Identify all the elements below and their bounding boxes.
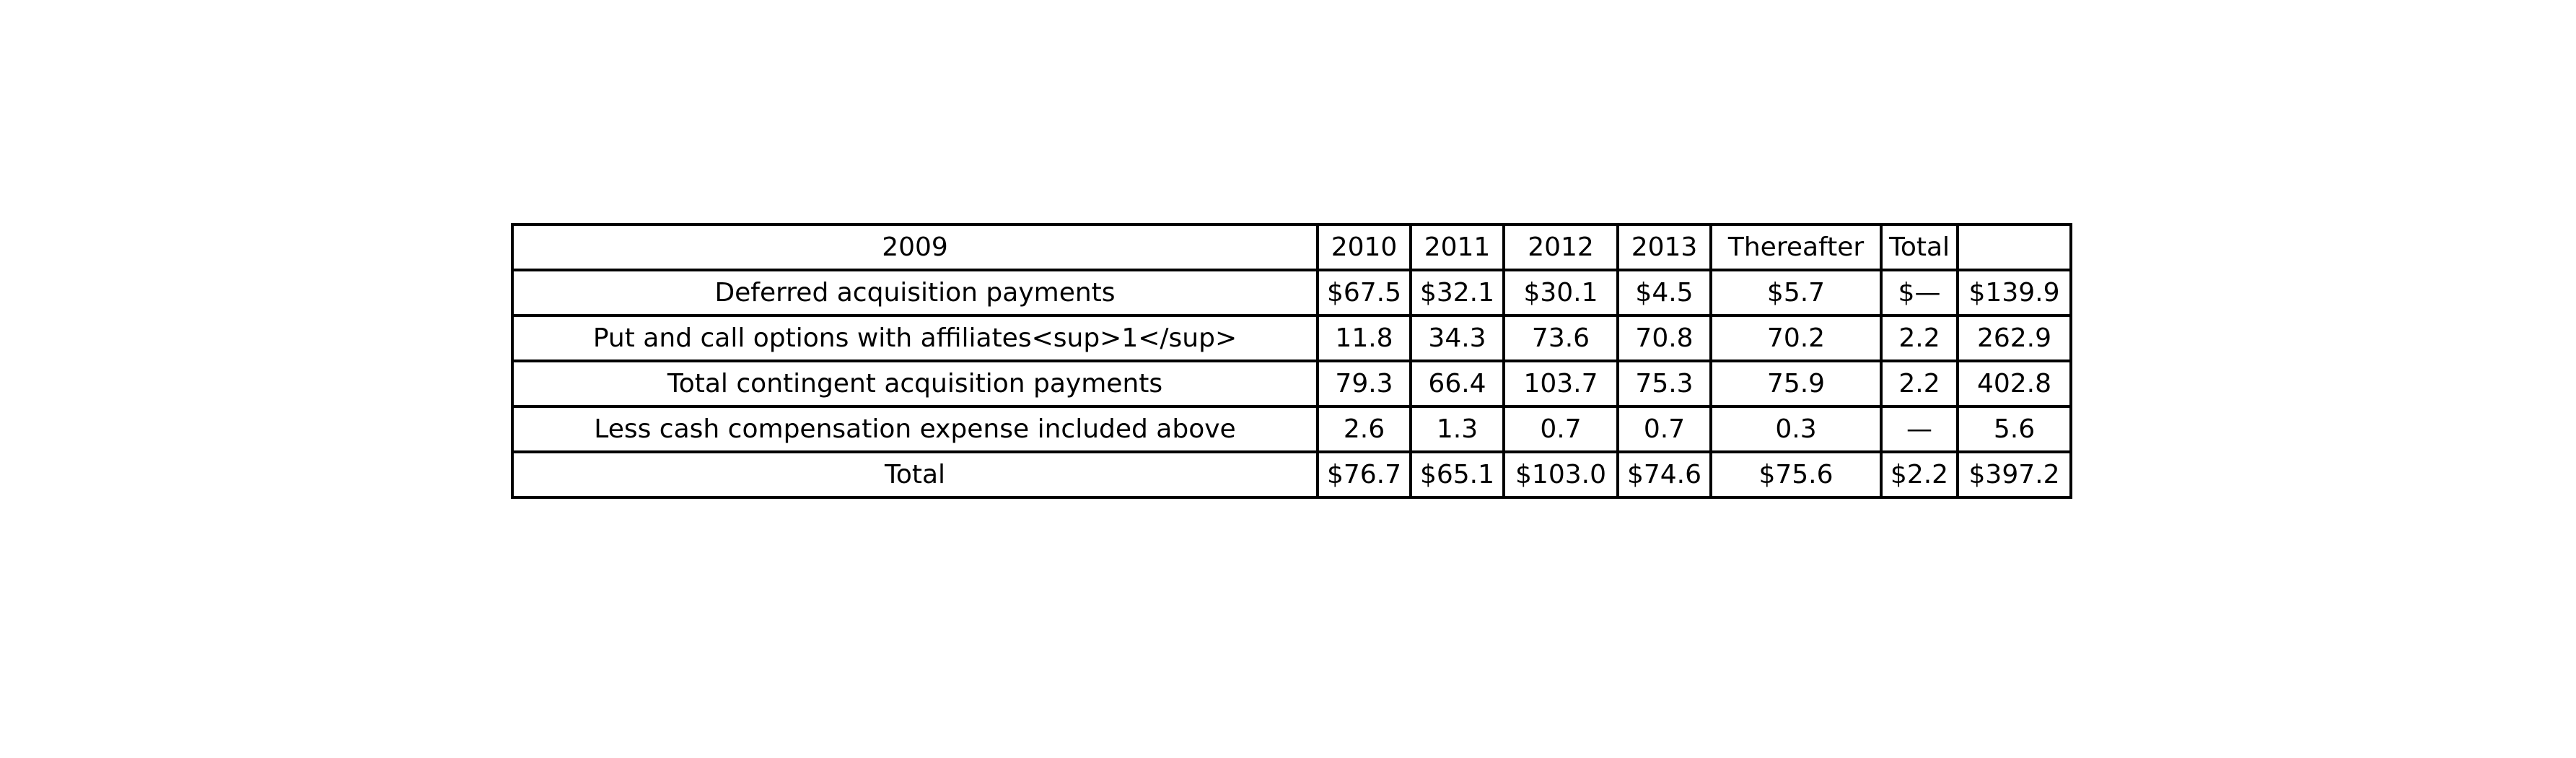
value-cell: $65.1 [1409,450,1505,499]
table-row: Total contingent acquisition payments 79.… [511,360,2072,408]
data-table: 2009 2010 2011 2012 2013 Thereafter Total Defer… [511,223,2072,499]
value-cell: $2.2 [1880,450,1959,499]
value-cell: $397.2 [1956,450,2072,499]
row-label-cell: Total [511,450,1319,499]
table-row: Less cash compensation expense included … [511,405,2072,453]
value-cell: 0.7 [1502,405,1619,453]
table-row: Total $76.7 $65.1 $103.0 $74.6 $75.6 $2.2 $397.… [511,450,2072,499]
value-cell: $103.0 [1502,450,1619,499]
value-cell: $139.9 [1956,269,2072,317]
value-cell: 0.3 [1709,405,1883,453]
value-cell: 262.9 [1956,314,2072,362]
value-cell: $5.7 [1709,269,1883,317]
value-cell: $30.1 [1502,269,1619,317]
value-cell: 402.8 [1956,360,2072,408]
row-label-cell: Less cash compensation expense included … [511,405,1319,453]
table-row: Deferred acquisition payments $67.5 $32.1 $… [511,269,2072,317]
value-cell: 103.7 [1502,360,1619,408]
row-label-cell: Put and call options with affiliates<sup… [511,314,1319,362]
value-cell: 2013 [1616,223,1712,271]
value-cell: 70.2 [1709,314,1883,362]
value-cell: 75.9 [1709,360,1883,408]
value-cell: 2.2 [1880,314,1959,362]
value-cell: 34.3 [1409,314,1505,362]
value-cell: 66.4 [1409,360,1505,408]
value-cell: 0.7 [1616,405,1712,453]
value-cell: 75.3 [1616,360,1712,408]
table-row: Put and call options with affiliates<sup… [511,314,2072,362]
value-cell: — [1880,405,1959,453]
value-cell: $— [1880,269,1959,317]
value-cell: $74.6 [1616,450,1712,499]
value-cell: 1.3 [1409,405,1505,453]
value-cell: 11.8 [1316,314,1412,362]
value-cell: 2012 [1502,223,1619,271]
value-cell: $4.5 [1616,269,1712,317]
value-cell: 70.8 [1616,314,1712,362]
value-cell: 2.6 [1316,405,1412,453]
value-cell: 5.6 [1956,405,2072,453]
header-row: 2009 2010 2011 2012 2013 Thereafter Total [511,223,2072,271]
value-cell: $76.7 [1316,450,1412,499]
value-cell: Thereafter [1709,223,1883,271]
value-cell: $32.1 [1409,269,1505,317]
value-cell: 2010 [1316,223,1412,271]
value-cell: 73.6 [1502,314,1619,362]
value-cell [1956,223,2072,271]
value-cell: $67.5 [1316,269,1412,317]
value-cell: 2011 [1409,223,1505,271]
data-table-container: 2009 2010 2011 2012 2013 Thereafter Total Defer… [511,223,2072,499]
value-cell: Total [1880,223,1959,271]
value-cell: 2.2 [1880,360,1959,408]
value-cell: 79.3 [1316,360,1412,408]
row-label-cell: 2009 [511,223,1319,271]
row-label-cell: Deferred acquisition payments [511,269,1319,317]
row-label-cell: Total contingent acquisition payments [511,360,1319,408]
value-cell: $75.6 [1709,450,1883,499]
